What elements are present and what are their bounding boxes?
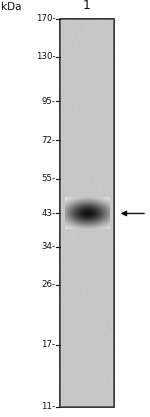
Text: 34-: 34-	[41, 242, 56, 251]
Text: 26-: 26-	[41, 280, 56, 289]
Text: 95-: 95-	[42, 97, 56, 106]
Text: 72-: 72-	[41, 136, 56, 145]
Text: 130-: 130-	[36, 52, 56, 61]
Text: 170-: 170-	[36, 14, 56, 23]
Text: kDa: kDa	[2, 2, 22, 12]
Text: 55-: 55-	[41, 174, 56, 183]
Text: 43-: 43-	[41, 209, 56, 218]
Text: 11-: 11-	[41, 402, 56, 411]
Text: 17-: 17-	[41, 340, 56, 349]
Text: 1: 1	[83, 0, 91, 12]
Bar	[60, 19, 114, 407]
